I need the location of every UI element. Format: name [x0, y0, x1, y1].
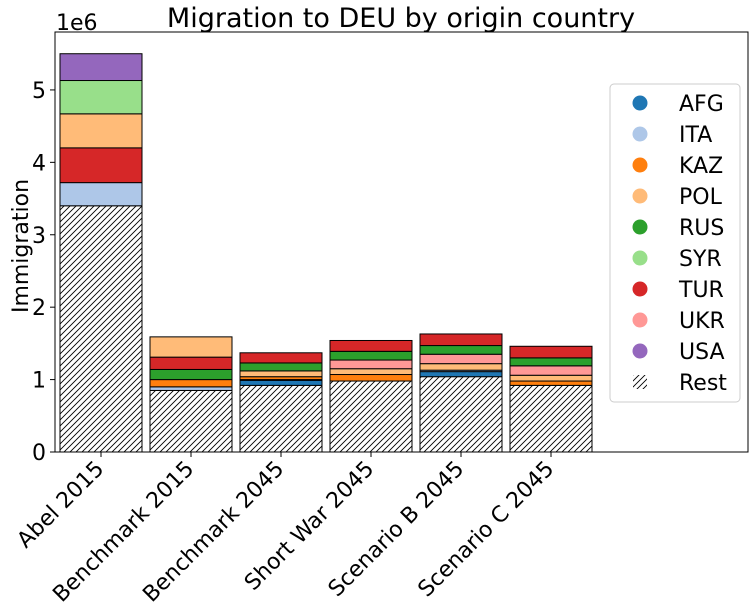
bar-segment-kaz-1 — [149, 379, 233, 388]
legend-marker-tur — [632, 281, 648, 297]
bar-segment-rus-3 — [329, 350, 413, 361]
bars-group — [59, 53, 593, 453]
legend-marker-kaz — [632, 157, 648, 173]
bar-segment-ukr-3 — [329, 359, 413, 370]
y-tick-label: 3 — [32, 224, 46, 249]
bar-segment-tur-0 — [59, 147, 143, 184]
bar-segment-pol-1 — [149, 336, 233, 358]
bar-segment-tur-5 — [509, 345, 593, 359]
bar-segment-usa-0 — [59, 53, 143, 82]
bar-segment-tur-3 — [329, 339, 413, 352]
legend: AFG ITA KAZ POL RUS SYR TUR UKR USA Rest — [609, 83, 741, 403]
y-tick-label: 5 — [32, 79, 46, 104]
legend-marker-syr — [632, 250, 648, 266]
legend-label: TUR — [678, 278, 724, 303]
bar-segment-afg-2 — [239, 379, 323, 386]
legend-label: Rest — [679, 371, 727, 396]
legend-marker-ukr — [632, 312, 648, 328]
plot-frame — [54, 31, 749, 453]
legend-marker-rest — [633, 375, 647, 389]
bar-segment-syr-0 — [59, 80, 143, 115]
y-axis-label: Immigration — [9, 179, 34, 313]
bar-segment-tur-4 — [419, 333, 503, 347]
legend-label: UKR — [679, 309, 725, 334]
bar-segment-pol-3 — [329, 368, 413, 376]
bar-segment-rest-2 — [239, 384, 323, 453]
legend-label: USA — [679, 340, 725, 365]
legend-label: KAZ — [679, 154, 723, 179]
y-tick-label: 1 — [32, 369, 46, 394]
bar-segment-pol-5 — [509, 374, 593, 382]
y-tick-label: 0 — [32, 441, 46, 466]
y-tick-label: 4 — [32, 151, 46, 176]
bar-segment-rus-5 — [509, 357, 593, 367]
bar-segment-rest-1 — [149, 389, 233, 453]
bar-segment-rest-4 — [419, 376, 503, 453]
bar-segment-pol-2 — [239, 370, 323, 378]
legend-marker-ita — [632, 126, 648, 142]
bar-segment-rest-5 — [509, 384, 593, 453]
y-tick-label: 2 — [32, 296, 46, 321]
legend-label: ITA — [679, 123, 712, 148]
legend-marker-pol — [632, 188, 648, 204]
bar-segment-rus-4 — [419, 345, 503, 355]
bar-segment-ukr-4 — [419, 353, 503, 365]
legend-marker-afg — [632, 95, 648, 111]
bar-segment-pol-4 — [419, 363, 503, 371]
bar-segment-ita-1 — [149, 386, 233, 391]
bar-segment-rest-3 — [329, 380, 413, 453]
x-tick-label: Abel 2015 — [13, 457, 110, 554]
bar-segment-kaz-3 — [329, 374, 413, 382]
bar-segment-rus-1 — [149, 368, 233, 381]
legend-label: RUS — [679, 216, 724, 241]
bar-segment-rest-0 — [59, 205, 143, 453]
bar-segment-ukr-5 — [509, 365, 593, 376]
legend-marker-rus — [632, 219, 648, 235]
bar-segment-kaz-5 — [509, 380, 593, 386]
legend-label: POL — [679, 185, 723, 210]
legend-marker-usa — [632, 343, 648, 359]
bar-segment-afg-4 — [419, 371, 503, 378]
bar-segment-rus-2 — [239, 362, 323, 372]
bar-segment-pol-0 — [59, 113, 143, 149]
legend-label: AFG — [679, 92, 724, 117]
legend-label: SYR — [679, 247, 722, 272]
chart-title: Migration to DEU by origin country — [167, 3, 635, 34]
bar-segment-tur-1 — [149, 356, 233, 370]
bar-segment-tur-2 — [239, 352, 323, 364]
bar-segment-ita-0 — [59, 182, 143, 207]
